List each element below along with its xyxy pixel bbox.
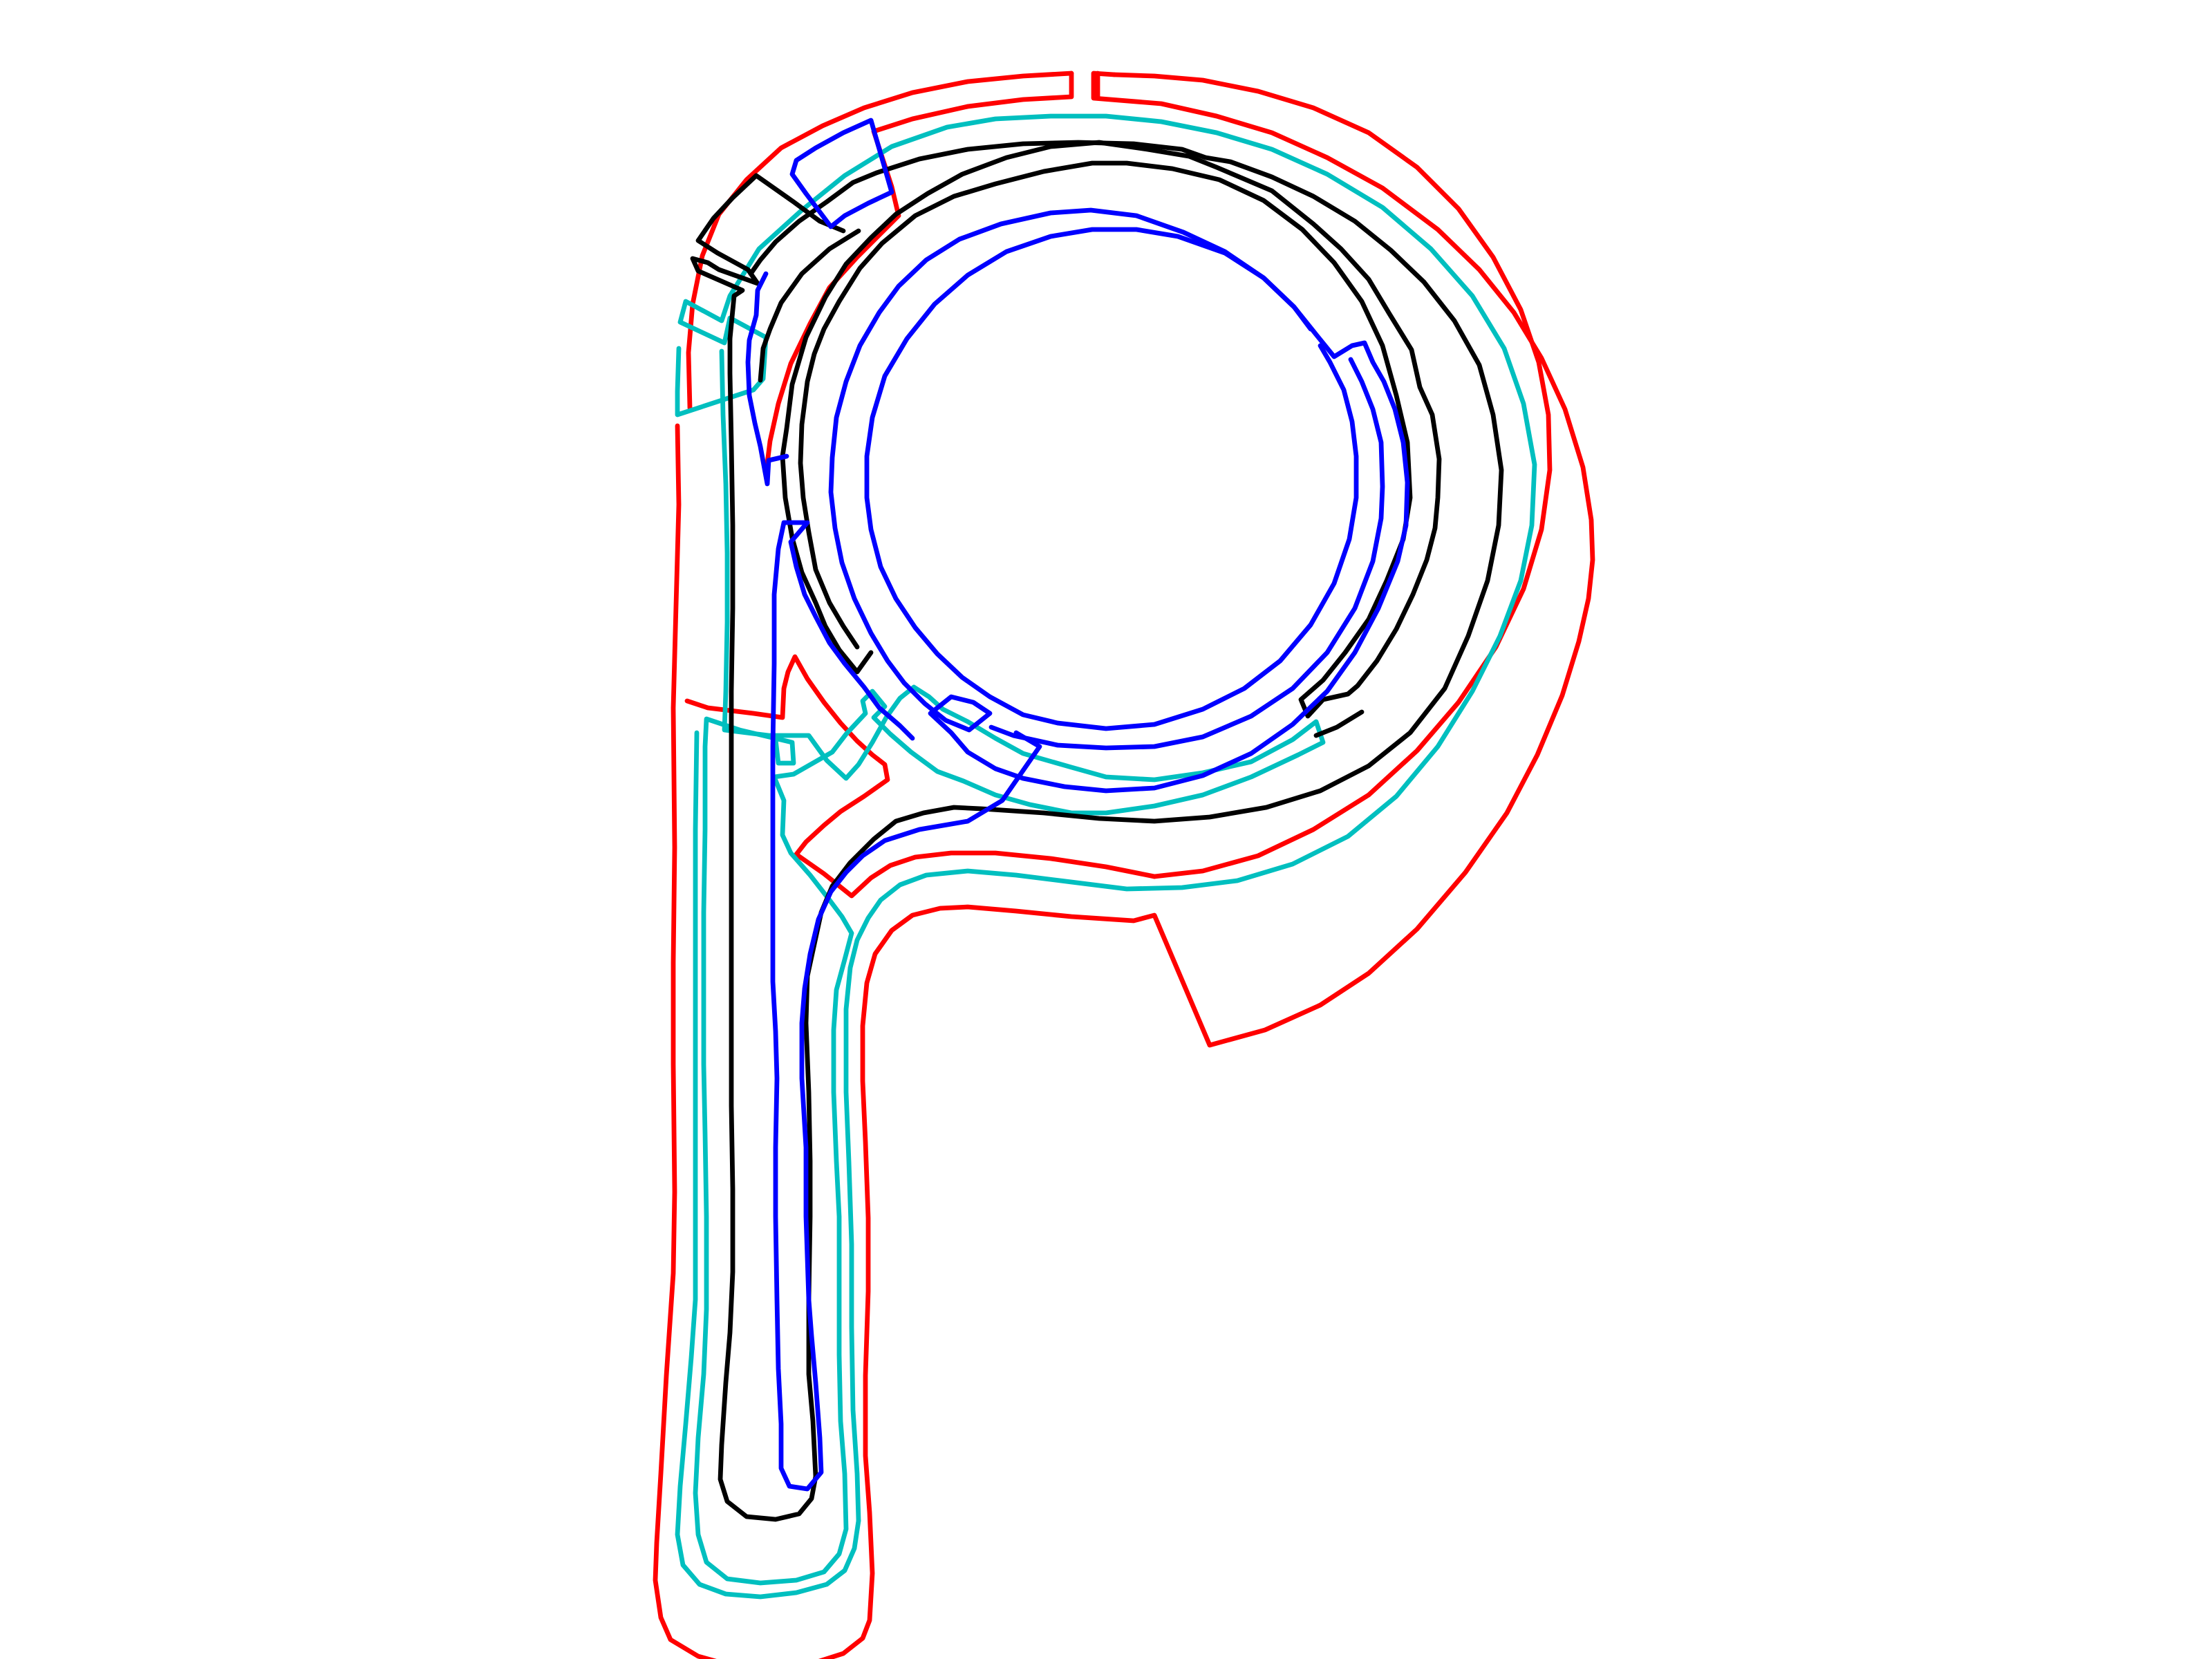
black-contour-upper-left-notch xyxy=(690,173,846,341)
black-contour-inner xyxy=(758,228,861,383)
blue-contour-stem-join xyxy=(788,520,915,741)
red-contour-outer xyxy=(653,71,1595,1659)
cyan-contour-top-notch xyxy=(675,113,1537,1524)
cyan-contour-main xyxy=(693,348,1326,1586)
black-contour-notch-2 xyxy=(1313,709,1365,738)
blue-contour-top-notch xyxy=(789,118,894,229)
red-contour-upper-arc xyxy=(765,71,1074,466)
cyan-contour-bottom xyxy=(675,730,861,1600)
blue-contour-group xyxy=(745,118,1410,1492)
black-contour-group xyxy=(690,140,1504,1522)
red-contour-right-arc xyxy=(1112,72,1553,879)
blue-contour-upper xyxy=(745,271,789,487)
black-contour-top-notch xyxy=(718,140,1504,1522)
red-contour-stem-join xyxy=(684,654,1157,899)
cyan-contour-group xyxy=(675,113,1537,1600)
blue-contour-inner-circle xyxy=(864,227,1359,731)
blue-contour-stem xyxy=(770,520,1042,1492)
blue-contour-ring xyxy=(828,207,1410,794)
blue-contour-inner-ring xyxy=(988,357,1385,751)
red-contour-group xyxy=(653,71,1595,1659)
black-contour-ring xyxy=(780,140,1442,719)
